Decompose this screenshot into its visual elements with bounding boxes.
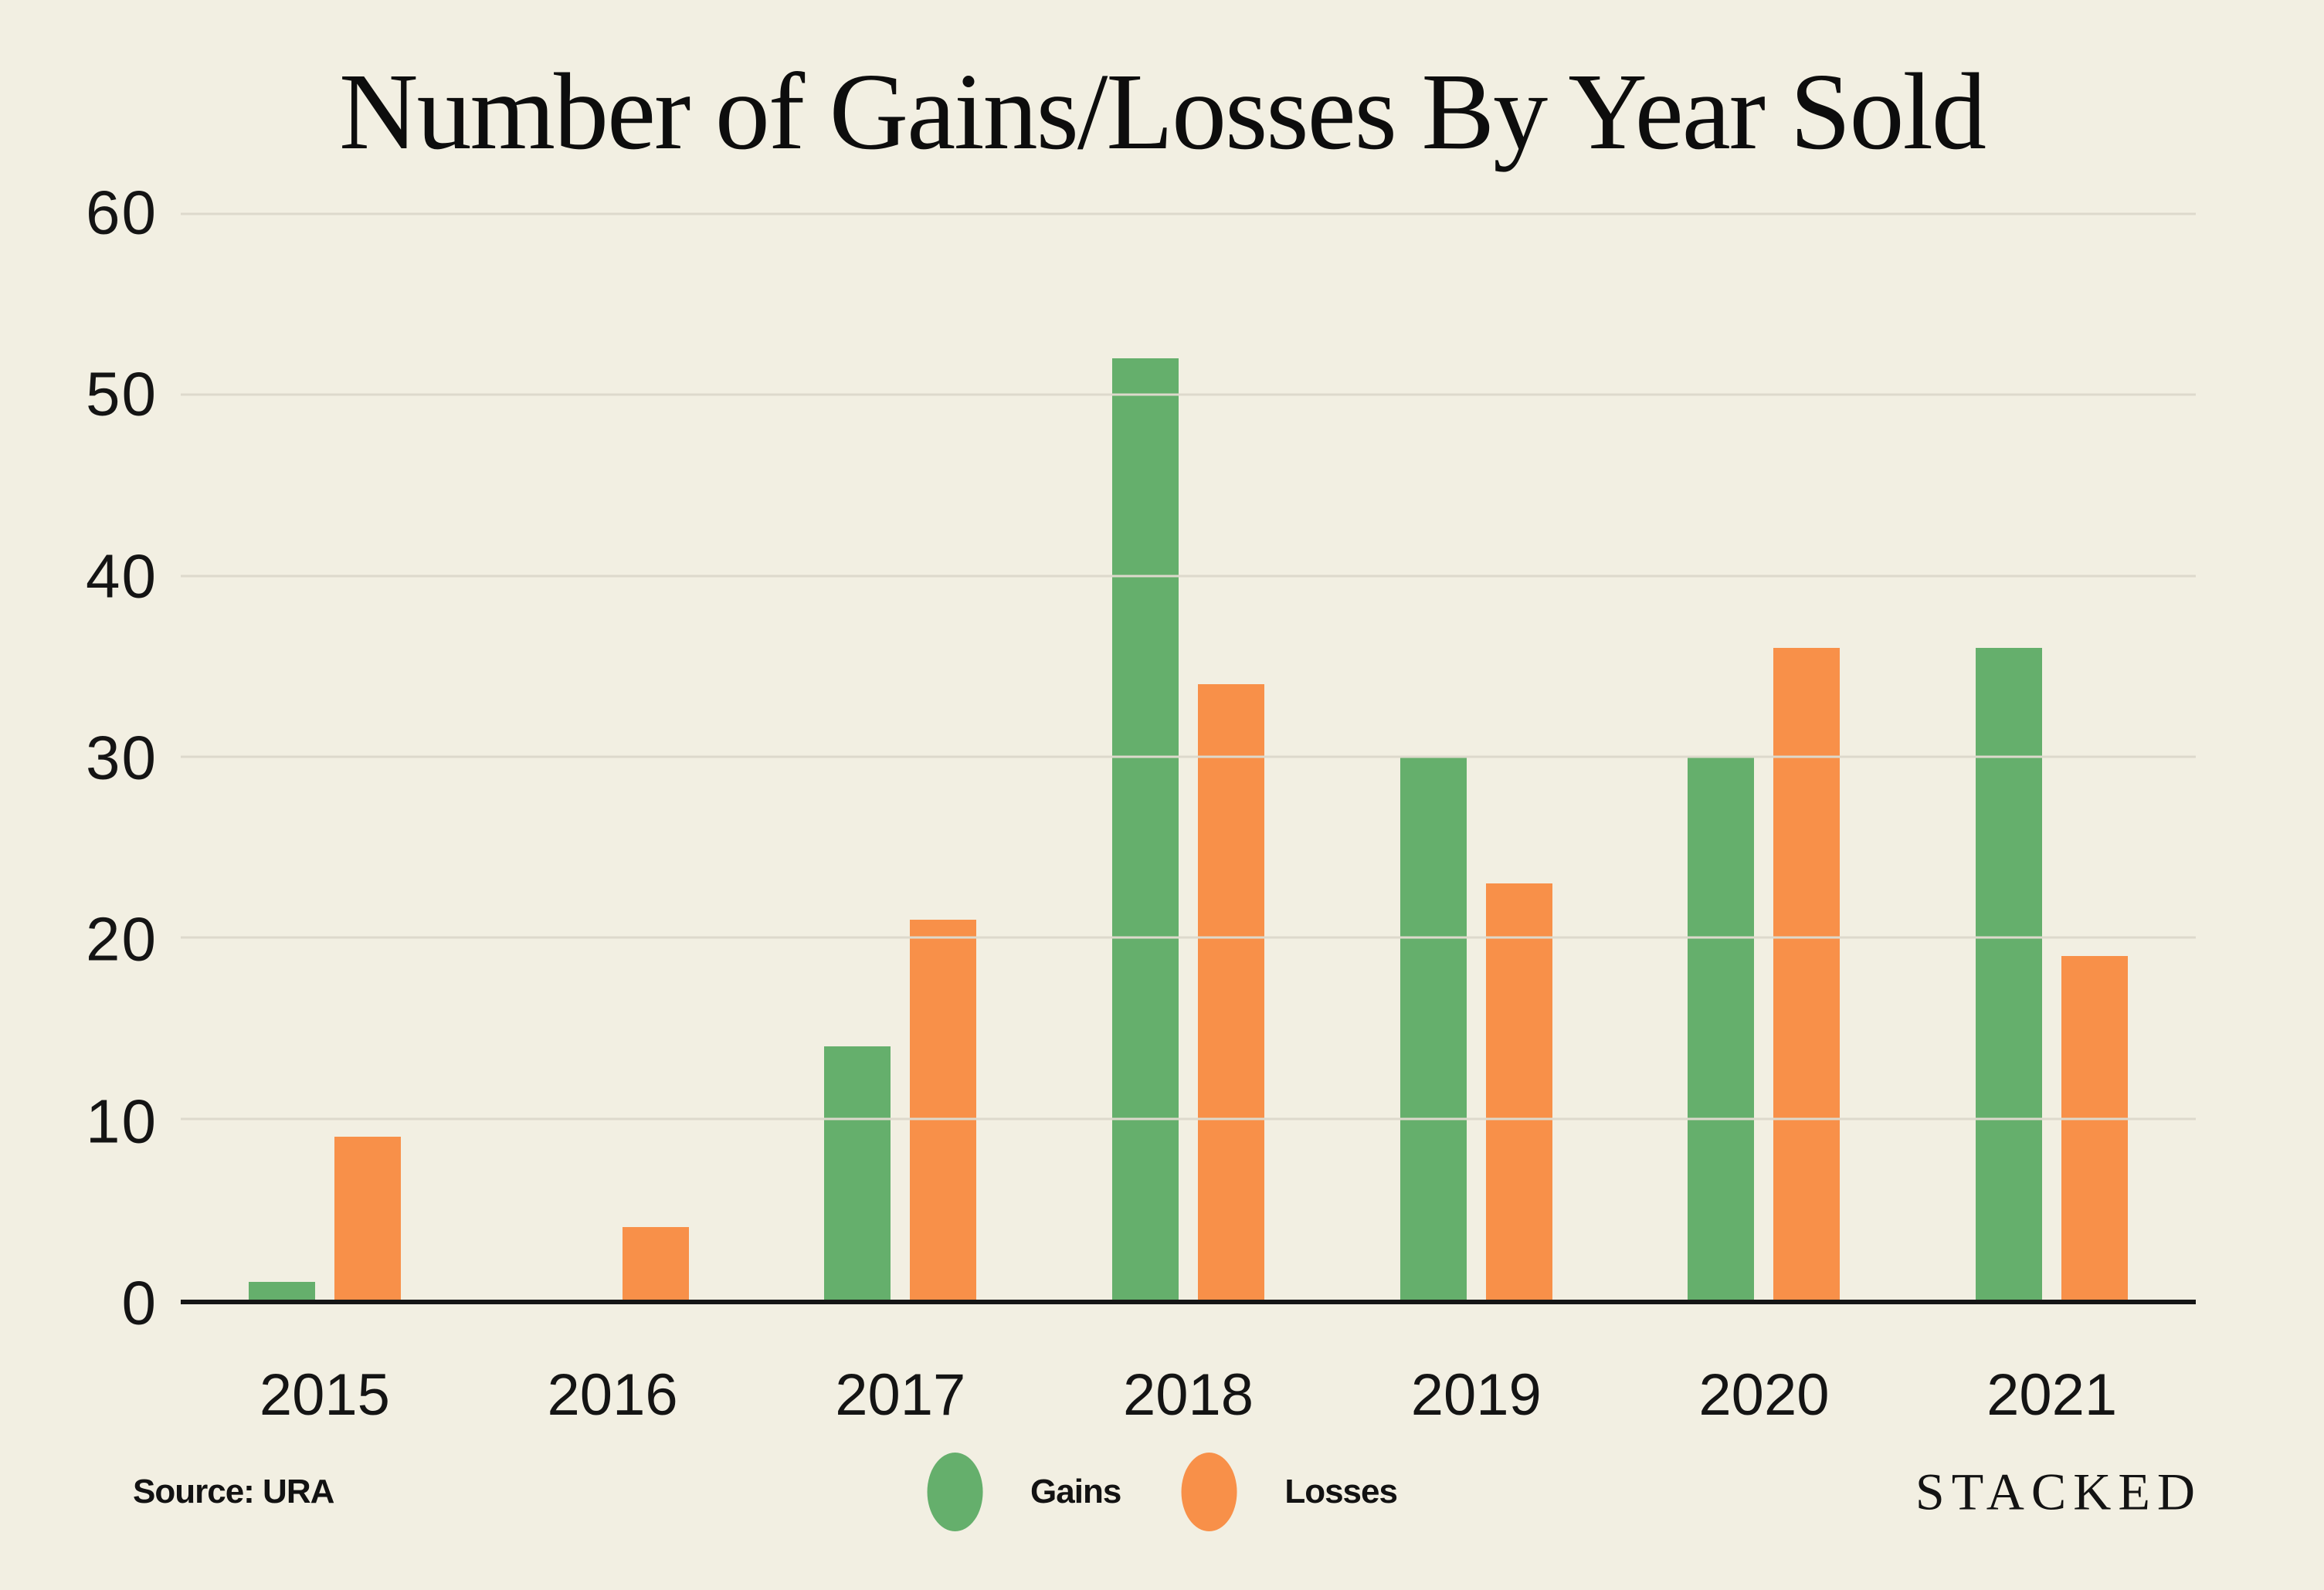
x-axis-label-2019: 2019 [1410, 1362, 1542, 1428]
legend-item-gains: Gains [927, 1453, 1121, 1531]
legend-label-gains: Gains [1030, 1473, 1121, 1510]
bar-gains-2018 [1112, 358, 1179, 1300]
bar-gains-2015 [248, 1281, 315, 1300]
y-axis-label-20: 20 [86, 904, 158, 974]
gridline-20 [181, 936, 2196, 939]
x-axis-label-2015: 2015 [259, 1362, 390, 1428]
gridline-10 [181, 1117, 2196, 1120]
legend: Gains Losses [927, 1453, 1398, 1531]
gridline-50 [181, 393, 2196, 396]
bar-group-2018 [1044, 214, 1332, 1300]
bar-gains-2020 [1688, 757, 1755, 1300]
plot-area [181, 212, 2196, 1304]
chart-title: Number of Gains/Losses By Year Sold [339, 50, 1986, 172]
bar-gains-2019 [1399, 757, 1467, 1300]
y-axis-label-40: 40 [86, 541, 158, 611]
bar-losses-2018 [1198, 684, 1265, 1300]
footer: Source: URA Gains Losses STACKED [0, 1441, 2324, 1543]
gridline-60 [181, 212, 2196, 215]
gridline-30 [181, 755, 2196, 758]
x-axis: 2015 2016 2017 2018 2019 2020 2021 [181, 1309, 2196, 1429]
legend-marker-losses-icon [1181, 1453, 1237, 1531]
bar-losses-2021 [2061, 955, 2129, 1300]
x-axis-label-2020: 2020 [1698, 1362, 1830, 1428]
y-axis-label-60: 60 [86, 178, 158, 247]
source-note: Source: URA [133, 1473, 334, 1510]
legend-marker-gains-icon [927, 1453, 983, 1531]
x-axis-label-2016: 2016 [547, 1362, 678, 1428]
y-axis-label-50: 50 [86, 359, 158, 429]
bar-losses-2019 [1485, 883, 1552, 1300]
y-axis: 0 10 20 30 40 50 60 [0, 181, 158, 1334]
y-axis-label-30: 30 [86, 723, 158, 792]
bar-gains-2021 [1976, 648, 2043, 1300]
bar-losses-2020 [1773, 648, 1841, 1300]
bar-group-2017 [756, 214, 1044, 1300]
bar-group-2019 [1332, 214, 1620, 1300]
bar-losses-2015 [334, 1137, 401, 1300]
y-axis-label-10: 10 [86, 1087, 158, 1156]
bar-losses-2016 [622, 1227, 689, 1300]
gridline-40 [181, 575, 2196, 578]
bar-group-2016 [469, 214, 757, 1300]
bar-group-2015 [181, 214, 469, 1300]
x-axis-label-2017: 2017 [835, 1362, 966, 1428]
brand-logo: STACKED [1915, 1462, 2202, 1521]
legend-label-losses: Losses [1284, 1473, 1398, 1510]
legend-item-losses: Losses [1181, 1453, 1398, 1531]
x-axis-label-2021: 2021 [1986, 1362, 2118, 1428]
bar-gains-2017 [824, 1046, 891, 1300]
x-axis-label-2018: 2018 [1122, 1362, 1254, 1428]
y-axis-label-0: 0 [121, 1268, 158, 1337]
bar-losses-2017 [910, 919, 977, 1300]
